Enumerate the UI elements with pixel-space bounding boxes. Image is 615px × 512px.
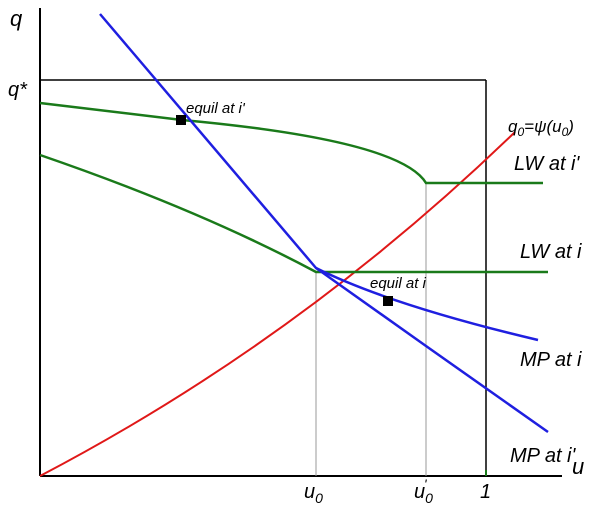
mp-i-curve [315, 266, 539, 342]
x-axis-label: u [572, 454, 584, 479]
lw-i-label: LW at i [520, 241, 582, 263]
equil-i-prime-label: equil at i' [186, 100, 246, 117]
equil-i-label: equil at i [370, 275, 427, 292]
lw-i-prime-curve [39, 101, 543, 185]
one-tick-label: 1 [480, 481, 491, 503]
lw-i-prime-label: LW at i' [514, 153, 580, 175]
u0-prime-tick-label: u0' [414, 476, 433, 506]
u0-tick-label: u0 [304, 481, 323, 506]
equil-i-marker [383, 296, 393, 306]
mp-i-label: MP at i [520, 349, 582, 371]
psi-curve-label: q0=ψ(u0) [508, 117, 574, 139]
psi-curve [39, 131, 516, 477]
equil-i-prime-marker [176, 115, 186, 125]
q-star-label: q* [8, 79, 28, 101]
lw-i-curve [39, 153, 548, 274]
y-axis-label: q [10, 6, 23, 31]
mp-i-prime-label: MP at i' [510, 445, 576, 467]
mp-i-prime-curve [99, 13, 549, 434]
